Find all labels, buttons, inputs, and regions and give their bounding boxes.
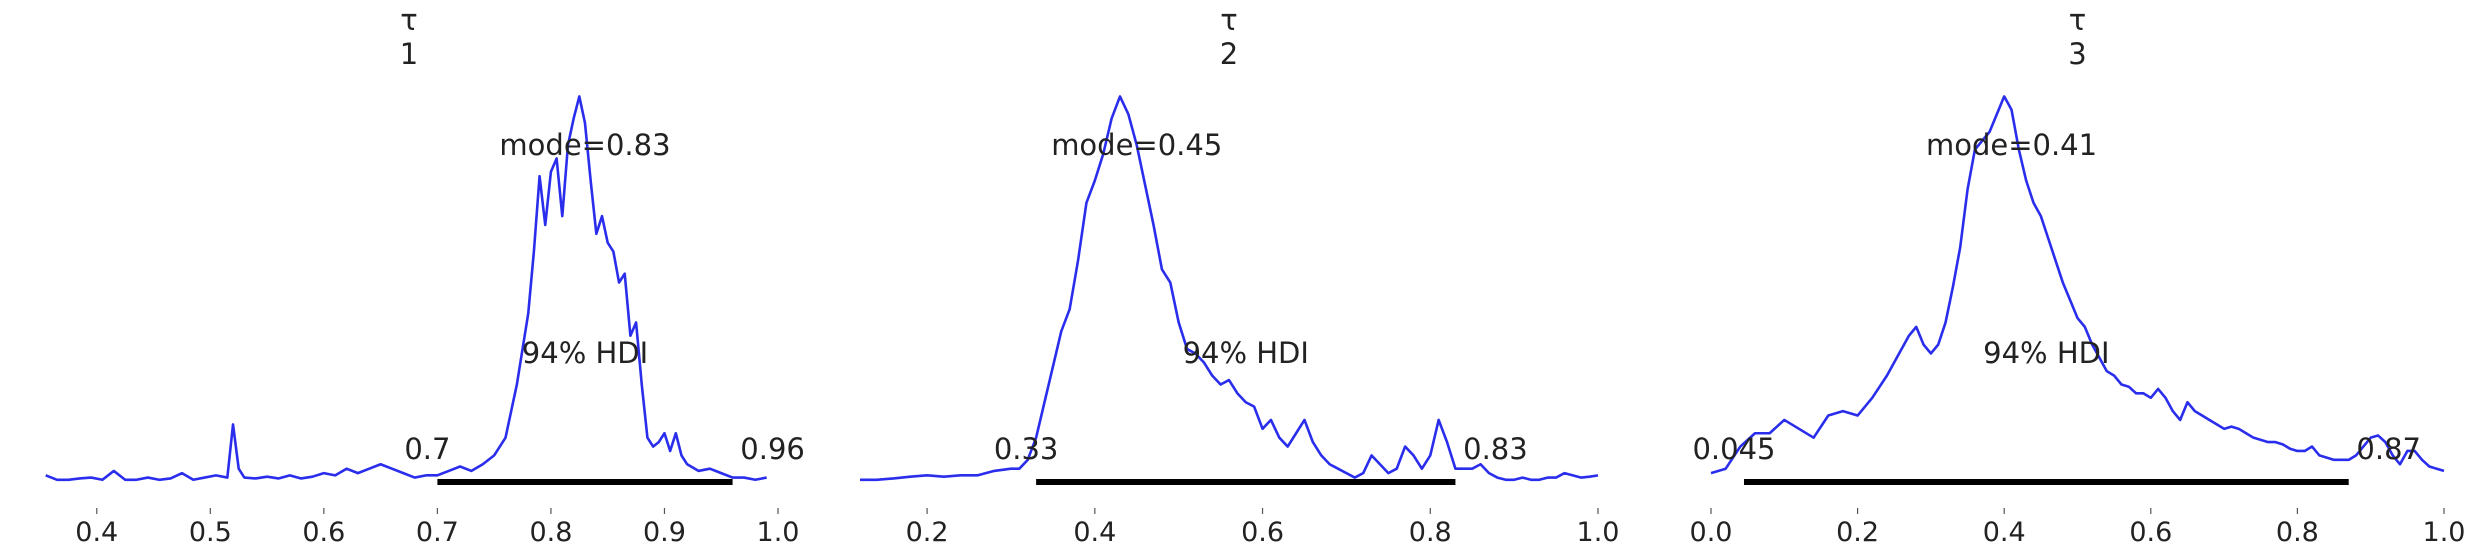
density-curve	[860, 95, 1599, 482]
hdi-low-label: 0.045	[1692, 432, 1775, 466]
x-tick-label: 0.4	[75, 517, 118, 548]
panel-title-line: 1	[400, 37, 418, 71]
density-curve	[1710, 95, 2445, 475]
x-tick-label: 0.4	[1983, 517, 2026, 548]
x-tick-label: 0.8	[529, 517, 572, 548]
density-curve	[45, 95, 767, 482]
panel-title-line: 2	[1220, 37, 1238, 71]
mode-label: mode=0.45	[1051, 128, 1222, 162]
hdi-high-label: 0.87	[2356, 432, 2421, 466]
hdi-label: 94% HDI	[1183, 336, 1309, 370]
panel-title-line: τ	[400, 3, 417, 37]
panel-title-line: 3	[2068, 37, 2086, 71]
x-tick-label: 0.9	[643, 517, 686, 548]
x-tick-label: 1.0	[1577, 517, 1620, 548]
posterior-panel-1: τ1 0.7 0.96 94% HDI mode=0.83 0.4 0.5 0.6 0.7 0.8…	[45, 3, 805, 548]
x-tick-label: 0.6	[302, 517, 345, 548]
posterior-panel-2: τ2 0.33 0.83 94% HDI mode=0.45 0.2 0.4 0.6 0.8 1.…	[860, 3, 1619, 548]
x-tick-label: 0.0	[1690, 517, 1733, 548]
hdi-high-label: 0.96	[740, 432, 805, 466]
x-tick-label: 0.7	[416, 517, 459, 548]
x-tick-label: 0.2	[1836, 517, 1879, 548]
x-tick-label: 0.5	[189, 517, 232, 548]
hdi-low-label: 0.7	[404, 432, 450, 466]
posterior-panel-3: τ3 0.045 0.87 94% HDI mode=0.41 0.0 0.2 0.4 0.6 0…	[1690, 3, 2466, 548]
panel-title-line: τ	[1220, 3, 1237, 37]
x-tick-label: 1.0	[2423, 517, 2466, 548]
x-tick-label: 1.0	[757, 517, 800, 548]
hdi-high-label: 0.83	[1463, 432, 1528, 466]
hdi-low-label: 0.33	[994, 432, 1059, 466]
x-tick-label: 0.2	[906, 517, 949, 548]
hdi-label: 94% HDI	[1983, 336, 2109, 370]
x-tick-label: 0.8	[2276, 517, 2319, 548]
x-tick-label: 0.6	[1241, 517, 1284, 548]
mode-label: mode=0.41	[1926, 128, 2097, 162]
hdi-label: 94% HDI	[522, 336, 648, 370]
panel-title-line: τ	[2069, 3, 2086, 37]
x-tick-label: 0.6	[2129, 517, 2172, 548]
x-tick-label: 0.4	[1073, 517, 1116, 548]
x-tick-label: 0.8	[1409, 517, 1452, 548]
mode-label: mode=0.83	[499, 128, 670, 162]
